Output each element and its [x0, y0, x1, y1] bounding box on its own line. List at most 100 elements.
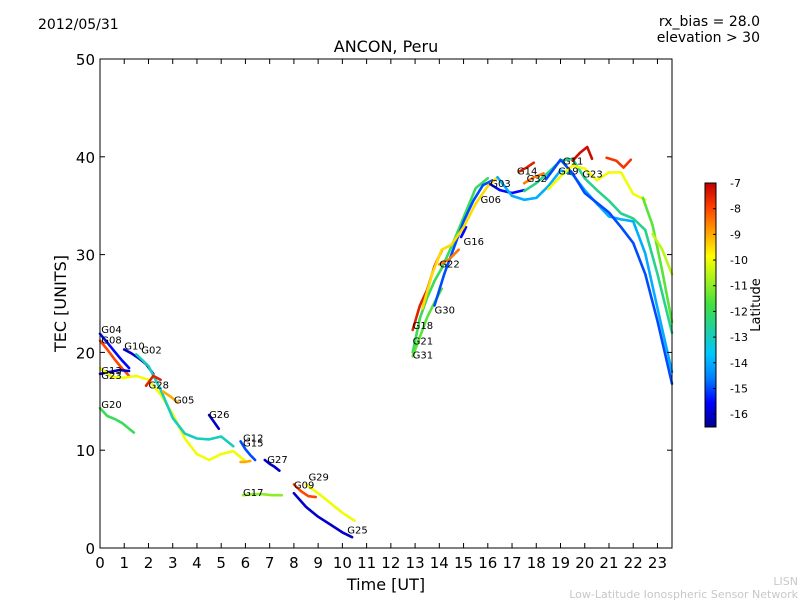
- series-line-g09: [292, 483, 318, 499]
- series-line-g36: [641, 196, 674, 324]
- y-tick-label: 50: [76, 51, 95, 69]
- credit-network: Low-Latitude Ionospheric Sensor Network: [569, 588, 798, 601]
- plot-frame: [99, 58, 673, 549]
- series-line-g25: [292, 491, 354, 539]
- series-label: G22: [439, 259, 459, 270]
- series-label: G05: [174, 395, 194, 406]
- colorbar-tick-label: -8: [730, 203, 741, 216]
- series-line-g27: [263, 458, 281, 473]
- colorbar-tick-label: -12: [730, 305, 748, 318]
- series-line-g11: [496, 169, 674, 374]
- series-line-g08: [98, 332, 131, 370]
- series-line-g23: [98, 366, 247, 463]
- series-label: G18: [413, 321, 433, 332]
- series-label: G29: [308, 473, 328, 484]
- series-line-g16: [459, 225, 468, 239]
- x-tick-label: 21: [599, 554, 618, 572]
- series-label: G26: [209, 410, 229, 421]
- x-tick-label: 6: [241, 554, 251, 572]
- elevation-label: elevation > 30: [656, 30, 760, 46]
- x-tick-label: 22: [624, 554, 643, 572]
- x-tick-label: 17: [502, 554, 521, 572]
- x-tick-label: 15: [454, 554, 473, 572]
- x-tick-label: 10: [333, 554, 352, 572]
- series-label: G10: [124, 341, 144, 352]
- series-line-g19: [522, 157, 674, 335]
- y-axis-label: TEC [UNITS]: [51, 255, 70, 353]
- series-label: G15: [243, 438, 263, 449]
- series-line-g32: [522, 172, 545, 185]
- colorbar-tick-label: -13: [730, 331, 748, 344]
- series-label: G03: [490, 179, 510, 190]
- colorbar-tick-label: -15: [730, 382, 748, 395]
- x-tick-label: 8: [289, 554, 299, 572]
- series-label: G20: [101, 400, 121, 411]
- series-line-g05: [161, 390, 179, 404]
- series-label: G21: [413, 337, 433, 348]
- series-label: G23: [101, 371, 121, 382]
- series-line-g35: [605, 156, 633, 169]
- y-tick-label: 10: [76, 442, 95, 460]
- y-tick-label: 0: [85, 540, 95, 558]
- x-tick-label: 20: [575, 554, 594, 572]
- series-line-g37: [651, 232, 674, 276]
- x-tick-label: 5: [216, 554, 226, 572]
- x-tick-label: 11: [357, 554, 376, 572]
- series-label: G04: [101, 325, 121, 336]
- x-tick-label: 4: [192, 554, 202, 572]
- credit-org: LISN: [773, 575, 798, 588]
- series-label: G11: [563, 157, 583, 168]
- colorbar: [704, 182, 717, 428]
- colorbar-label: Latitude: [749, 278, 764, 332]
- x-axis-label: Time [UT]: [346, 575, 425, 594]
- x-tick-label: 13: [406, 554, 425, 572]
- x-tick-label: 2: [144, 554, 154, 572]
- x-tick-label: 14: [430, 554, 449, 572]
- series-line-g14: [517, 161, 536, 173]
- series-line-g20: [98, 406, 136, 434]
- x-tick-label: 19: [551, 554, 570, 572]
- series-line-g28: [144, 374, 162, 388]
- series-label: G28: [148, 381, 168, 392]
- colorbar-tick-label: -11: [730, 280, 748, 293]
- series-line-g29: [304, 483, 356, 522]
- x-tick-label: 3: [168, 554, 178, 572]
- x-tick-label: 1: [119, 554, 129, 572]
- x-tick-label: 0: [95, 554, 105, 572]
- colorbar-tick-label: -10: [730, 254, 748, 267]
- series-line-g03: [488, 182, 526, 195]
- series-line-g34: [571, 145, 594, 162]
- chart-title: ANCON, Peru: [333, 37, 439, 56]
- x-tick-label: 9: [313, 554, 323, 572]
- y-tick-label: 20: [76, 344, 95, 362]
- series-label: G09: [294, 480, 314, 491]
- colorbar-tick-label: -7: [730, 177, 741, 190]
- series-label: G32: [527, 174, 547, 185]
- series-line-g17: [241, 492, 284, 497]
- series-line-g12: [239, 440, 257, 462]
- x-tick-label: 16: [478, 554, 497, 572]
- series-line-g22: [437, 248, 461, 266]
- series-label: G17: [243, 488, 263, 499]
- series-line-g30: [433, 179, 494, 307]
- series-label: G30: [434, 305, 454, 316]
- series-line-g21: [411, 177, 490, 354]
- series-label: G31: [413, 350, 433, 361]
- series-line-g06: [421, 176, 499, 310]
- x-tick-label: 12: [381, 554, 400, 572]
- series-label: G13: [101, 366, 121, 377]
- x-tick-label: 23: [648, 554, 667, 572]
- x-tick-label: 7: [265, 554, 275, 572]
- series-label: G06: [481, 195, 501, 206]
- series-label: G27: [267, 455, 287, 466]
- rx-bias-label: rx_bias = 28.0: [658, 14, 760, 30]
- credit: LISN Low-Latitude Ionospheric Sensor Net…: [569, 575, 798, 601]
- series-label: G23: [582, 169, 602, 180]
- series-label: G16: [464, 237, 484, 248]
- series-label: G25: [347, 525, 367, 536]
- bias-info: rx_bias = 28.0 elevation > 30: [657, 14, 760, 46]
- date-label: 2012/05/31: [38, 17, 119, 33]
- series-line-g15: [239, 459, 252, 464]
- colorbar-tick-label: -16: [730, 408, 748, 421]
